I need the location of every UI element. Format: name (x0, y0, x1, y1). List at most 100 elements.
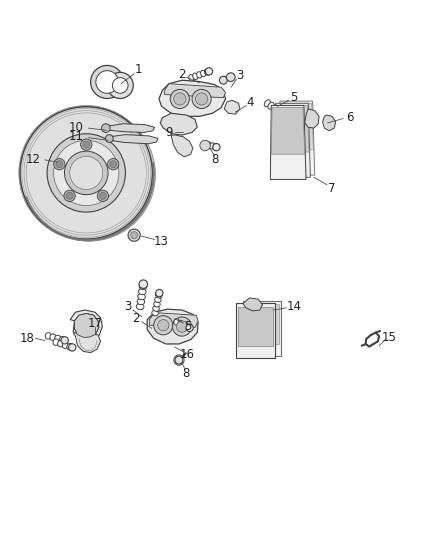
Ellipse shape (272, 105, 278, 112)
Ellipse shape (174, 319, 179, 325)
Polygon shape (149, 313, 198, 327)
Ellipse shape (155, 297, 161, 303)
Text: 2: 2 (178, 68, 186, 80)
Ellipse shape (50, 334, 56, 341)
Ellipse shape (153, 306, 159, 311)
Polygon shape (160, 114, 197, 135)
Polygon shape (237, 303, 275, 358)
Ellipse shape (62, 342, 68, 349)
Polygon shape (171, 135, 193, 157)
Ellipse shape (136, 304, 144, 310)
Text: 6: 6 (346, 111, 353, 124)
Text: 18: 18 (20, 332, 35, 345)
Text: 7: 7 (328, 182, 335, 195)
Ellipse shape (138, 288, 146, 295)
Circle shape (155, 289, 163, 297)
Ellipse shape (189, 75, 194, 81)
Ellipse shape (275, 107, 281, 114)
Ellipse shape (268, 102, 274, 109)
Circle shape (131, 232, 138, 239)
Ellipse shape (203, 141, 208, 148)
Polygon shape (165, 84, 226, 98)
Polygon shape (270, 106, 306, 180)
Circle shape (91, 66, 124, 99)
Ellipse shape (209, 143, 214, 149)
Polygon shape (238, 306, 273, 346)
Text: 8: 8 (183, 367, 190, 379)
Circle shape (175, 356, 183, 364)
Circle shape (110, 161, 117, 168)
Circle shape (174, 93, 186, 105)
Circle shape (226, 73, 235, 82)
Circle shape (173, 317, 191, 336)
Text: 3: 3 (236, 69, 244, 83)
Polygon shape (159, 80, 226, 116)
Ellipse shape (205, 69, 210, 75)
Polygon shape (280, 103, 314, 150)
Circle shape (64, 151, 108, 195)
Circle shape (81, 139, 92, 150)
Circle shape (177, 321, 187, 332)
Ellipse shape (55, 335, 60, 342)
Circle shape (47, 134, 125, 212)
Ellipse shape (197, 72, 202, 78)
Text: 10: 10 (69, 121, 84, 134)
Circle shape (97, 190, 109, 201)
Text: 11: 11 (69, 130, 84, 143)
Polygon shape (322, 115, 336, 131)
Polygon shape (276, 106, 309, 152)
Text: 9: 9 (165, 126, 173, 139)
Ellipse shape (152, 310, 158, 316)
Circle shape (69, 344, 76, 351)
Ellipse shape (137, 298, 145, 305)
Polygon shape (243, 301, 281, 356)
Circle shape (19, 106, 154, 240)
Text: 14: 14 (286, 300, 301, 313)
Text: 4: 4 (247, 96, 254, 109)
Text: 2: 2 (133, 312, 140, 325)
Polygon shape (275, 103, 311, 177)
Circle shape (192, 90, 211, 109)
Circle shape (96, 71, 118, 93)
Ellipse shape (193, 73, 198, 79)
Ellipse shape (264, 100, 270, 107)
Ellipse shape (155, 293, 162, 298)
Text: 12: 12 (25, 154, 40, 166)
Ellipse shape (60, 336, 65, 343)
Circle shape (21, 107, 155, 241)
Circle shape (61, 337, 68, 344)
Polygon shape (74, 313, 99, 337)
Text: 16: 16 (180, 348, 195, 361)
Ellipse shape (154, 302, 160, 307)
Ellipse shape (67, 343, 73, 350)
Circle shape (154, 316, 173, 335)
Ellipse shape (201, 70, 206, 77)
Circle shape (22, 108, 155, 241)
Polygon shape (109, 135, 158, 144)
Circle shape (128, 229, 140, 241)
Ellipse shape (181, 322, 187, 328)
Polygon shape (244, 304, 279, 344)
Circle shape (139, 280, 148, 288)
Ellipse shape (213, 143, 217, 150)
Ellipse shape (177, 320, 183, 327)
Ellipse shape (45, 333, 51, 339)
Circle shape (158, 320, 169, 331)
Polygon shape (279, 101, 315, 175)
Text: 3: 3 (124, 300, 131, 313)
Circle shape (219, 76, 227, 84)
Circle shape (107, 158, 119, 170)
Circle shape (113, 78, 128, 93)
Circle shape (66, 192, 73, 199)
Circle shape (99, 192, 106, 199)
Polygon shape (105, 124, 155, 133)
Polygon shape (243, 298, 262, 311)
Circle shape (64, 190, 75, 201)
Polygon shape (73, 333, 101, 353)
Polygon shape (224, 100, 240, 114)
Circle shape (186, 324, 193, 332)
Circle shape (279, 110, 288, 119)
Ellipse shape (53, 339, 59, 345)
Circle shape (70, 156, 103, 189)
Ellipse shape (279, 110, 285, 117)
